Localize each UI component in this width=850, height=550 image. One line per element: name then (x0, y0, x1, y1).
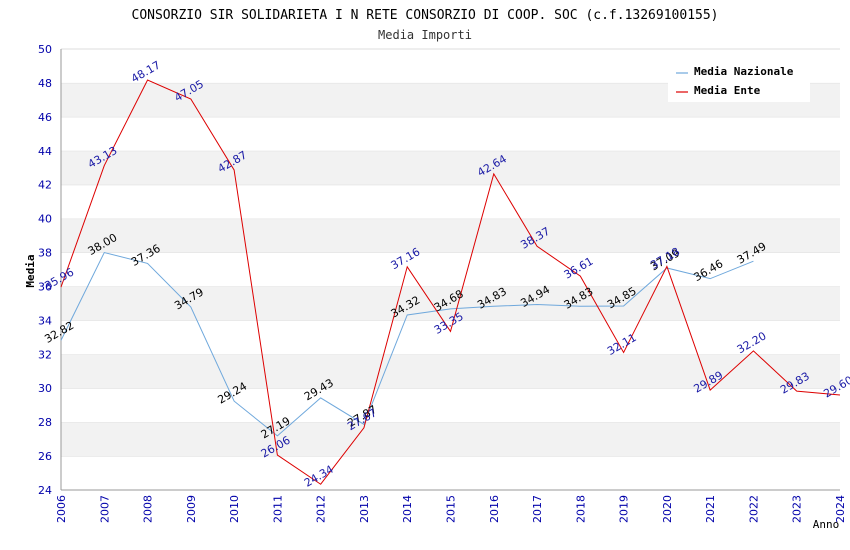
y-tick-labels: 24 26 28 30 32 34 36 38 40 42 44 46 48 50 (38, 43, 52, 497)
x-axis-label: Anno (813, 518, 840, 531)
x-tick-label: 2017 (531, 495, 544, 523)
y-tick-label: 48 (38, 77, 52, 90)
x-tick-label: 2023 (791, 495, 804, 523)
series-line-media-nazionale (60, 251, 754, 437)
x-tick-label: 2018 (574, 495, 587, 523)
series-line-media-ente (60, 79, 841, 485)
legend: Media Nazionale Media Ente (668, 60, 810, 102)
x-tick-label: 2015 (445, 495, 458, 523)
x-tick-labels: 2006 2007 2008 2009 2010 2011 2012 2013 2014 2015… (55, 495, 847, 523)
grid-band (61, 456, 840, 490)
legend-entry-media-nazionale: Media Nazionale (694, 65, 794, 78)
y-tick-label: 24 (38, 484, 52, 497)
x-tick-label: 2009 (185, 495, 198, 523)
y-tick-label: 34 (38, 314, 52, 327)
x-tick-label: 2024 (834, 495, 847, 523)
y-axis-label: Media (24, 254, 37, 287)
y-tick-label: 30 (38, 382, 52, 395)
x-tick-label: 2012 (315, 495, 328, 523)
x-tick-label: 2022 (747, 495, 760, 523)
x-tick-label: 2016 (488, 495, 501, 523)
legend-box (668, 60, 810, 102)
grid-band (61, 150, 840, 185)
grid-band (61, 320, 840, 355)
grid-band (61, 286, 840, 321)
grid-band (61, 388, 840, 423)
y-tick-label: 28 (38, 416, 52, 429)
y-tick-label: 40 (38, 213, 52, 226)
x-tick-label: 2007 (98, 495, 111, 523)
chart-subtitle: Media Importi (378, 28, 472, 42)
x-tick-label: 2006 (55, 495, 68, 523)
y-tick-label: 44 (38, 145, 52, 158)
y-tick-label: 46 (38, 111, 52, 124)
x-tick-label: 2011 (271, 495, 284, 523)
grid-band (61, 422, 840, 457)
grid-band (61, 116, 840, 151)
series-lines (60, 79, 841, 485)
y-tick-label: 38 (38, 247, 52, 260)
x-tick-label: 2013 (358, 495, 371, 523)
y-tick-label: 42 (38, 179, 52, 192)
grid-band (61, 354, 840, 389)
plot-frame (60, 49, 840, 491)
y-tick-label: 26 (38, 450, 52, 463)
x-tick-label: 2014 (401, 495, 414, 523)
y-tick-label: 36 (38, 280, 52, 293)
chart-title: CONSORZIO SIR SOLIDARIETA I N RETE CONSO… (132, 8, 719, 23)
x-tick-label: 2019 (618, 495, 631, 523)
x-tick-label: 2021 (704, 495, 717, 523)
y-tick-label: 32 (38, 348, 52, 361)
y-tick-label: 50 (38, 43, 52, 56)
x-tick-label: 2020 (661, 495, 674, 523)
grid-band (61, 252, 840, 287)
grid-band (61, 218, 840, 253)
grid-band (61, 184, 840, 219)
x-tick-label: 2010 (228, 495, 241, 523)
x-tick-label: 2008 (142, 495, 155, 523)
legend-entry-media-ente: Media Ente (694, 84, 761, 97)
